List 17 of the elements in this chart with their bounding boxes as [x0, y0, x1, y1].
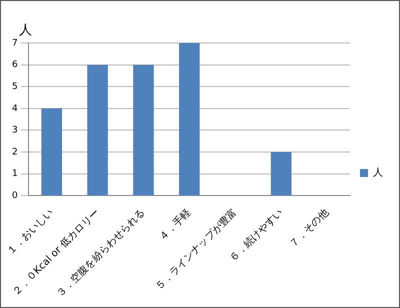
y-tick-label: 5 — [12, 82, 18, 92]
y-tick-label: 0 — [12, 191, 18, 202]
y-tick-label: 1 — [12, 169, 18, 180]
bar — [133, 64, 154, 196]
bar — [270, 152, 292, 196]
y-tick-label: 6 — [12, 60, 18, 70]
bar — [179, 43, 200, 196]
y-axis-title: 人 — [19, 22, 32, 38]
bar — [87, 64, 108, 196]
x-tick-label: ４．手軽 — [156, 206, 194, 244]
y-tick-label: 2 — [12, 147, 18, 158]
x-tick-label: ７．その他 — [287, 206, 332, 250]
y-tick-label: 4 — [12, 104, 18, 114]
legend-label: 人 — [373, 168, 383, 179]
y-tick-label: 7 — [12, 38, 18, 48]
bar — [41, 108, 62, 196]
y-tick-label: 3 — [12, 126, 18, 136]
